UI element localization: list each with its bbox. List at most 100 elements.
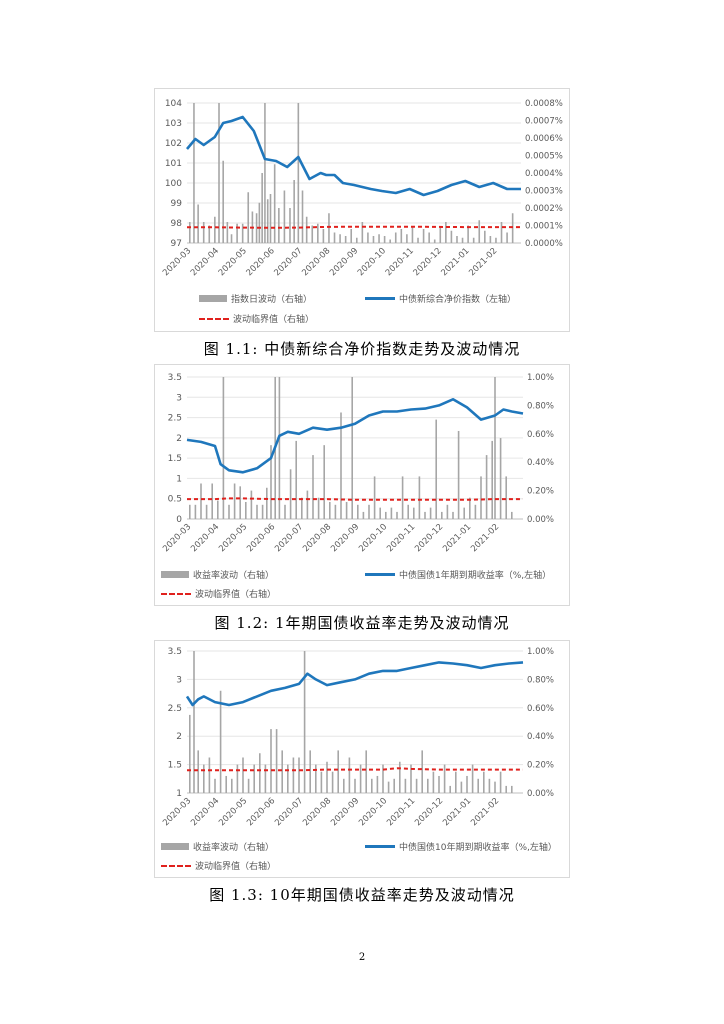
right-tick-label: 0.0005% [525,152,563,162]
right-tick-label: 0.0001% [525,222,563,232]
left-tick-label: 103 [165,119,182,129]
volatility-bar [266,199,269,243]
left-tick-label: 1 [176,789,182,799]
volatility-bar [269,194,272,243]
left-tick-label: 97 [171,239,182,249]
volatility-bar [417,237,419,243]
volatility-bar [236,223,238,243]
x-tick-label: 2020-03 [161,796,193,828]
volatility-bar [432,771,435,793]
volatility-bar [394,232,397,243]
volatility-bar [387,781,390,793]
volatility-bar [480,476,482,519]
legend-label-bars: 收益率波动（右轴） [193,571,275,581]
volatility-bar [371,778,373,793]
volatility-bar [433,239,436,243]
volatility-bar [303,651,306,793]
volatility-bar [245,501,247,519]
x-tick-label: 2020-11 [384,246,416,278]
volatility-bar [323,445,325,519]
legend-label-threshold: 波动临界值（右轴） [233,315,315,325]
legend-swatch-threshold [161,864,191,867]
volatility-bar [385,511,387,519]
volatility-bar [189,714,191,793]
volatility-bar [278,377,281,519]
volatility-bar [258,202,261,243]
volatility-bar [399,761,401,793]
volatility-bar [382,764,384,793]
volatility-bar [337,750,339,793]
legend-label-threshold: 波动临界值（右轴） [195,590,277,600]
volatility-bar [457,430,460,519]
volatility-bar [441,511,443,519]
volatility-bar [418,476,421,519]
left-tick-label: 3.5 [168,373,182,383]
volatility-bar [340,412,342,519]
volatility-bar [264,103,266,243]
x-tick-label: 2020-09 [328,246,360,278]
legend-item-line: 中债国债10年期到期收益率（%,左轴） [365,840,557,853]
left-tick-label: 2.5 [168,704,182,714]
volatility-bar [233,483,236,519]
volatility-bar [289,208,291,243]
legend-swatch-bars [161,843,189,850]
x-tick-label: 2020-10 [356,246,388,278]
left-tick-label: 2 [176,732,182,742]
x-tick-label: 2020-06 [245,796,277,828]
x-tick-label: 2020-04 [189,522,221,554]
right-tick-label: 0.0004% [525,169,563,179]
x-tick-label: 2020-06 [245,246,277,278]
yield-line [186,397,524,474]
volatility-bar [367,232,369,243]
volatility-bar [345,501,348,519]
volatility-bar [445,222,447,243]
right-tick-label: 0.40% [527,732,554,742]
left-tick-label: 98 [171,219,183,229]
volatility-bar [483,771,485,793]
volatility-bar [242,757,244,793]
volatility-bar [376,775,379,793]
left-tick-label: 99 [171,199,183,209]
legend-swatch-threshold [199,317,229,320]
left-tick-label: 1.5 [168,454,182,464]
right-tick-label: 0.0006% [525,134,563,144]
volatility-bar [193,103,195,243]
x-tick-label: 2021-01 [441,796,473,828]
volatility-bar [322,229,325,243]
volatility-bar [281,750,283,793]
volatility-bar [306,490,309,519]
chart-svg-3: 1 1.5 2 2.5 3 3.5 0.00% 0.20% 0.40% 0.60% 0.80% 1.0… [161,647,554,828]
volatility-bar [317,497,320,519]
volatility-bar [401,476,404,519]
volatility-bar [474,504,477,519]
volatility-bar [472,237,475,243]
x-tick-label: 2020-03 [161,246,193,278]
volatility-bar [449,785,451,793]
x-tick-label: 2020-04 [189,796,221,828]
volatility-bar [236,764,239,793]
x-tick-label: 2020-08 [301,796,333,828]
volatility-bar [284,504,286,519]
threshold-line [187,497,523,501]
volatility-bar [511,511,513,519]
volatility-bar [311,225,314,243]
volatility-bar [222,160,224,243]
figure-caption-2: 图 1.2: 1年期国债收益率走势及波动情况 [214,614,510,632]
right-tick-label: 0.0002% [525,204,563,214]
volatility-bar [495,237,497,243]
left-tick-label: 1.5 [168,761,182,771]
volatility-bar [256,504,258,519]
volatility-bar [438,775,440,793]
volatility-bar [443,764,446,793]
x-tick-label: 2020-10 [357,796,389,828]
volatility-bar [410,764,412,793]
volatility-bar [200,483,202,519]
volatility-bar [471,764,474,793]
left-tick-label: 3 [176,393,182,403]
volatility-bar [424,511,426,519]
volatility-bar [413,507,415,519]
volatility-bar [390,507,393,519]
volatility-bar [460,781,463,793]
volatility-bar [485,455,488,519]
volatility-bar [511,213,514,243]
